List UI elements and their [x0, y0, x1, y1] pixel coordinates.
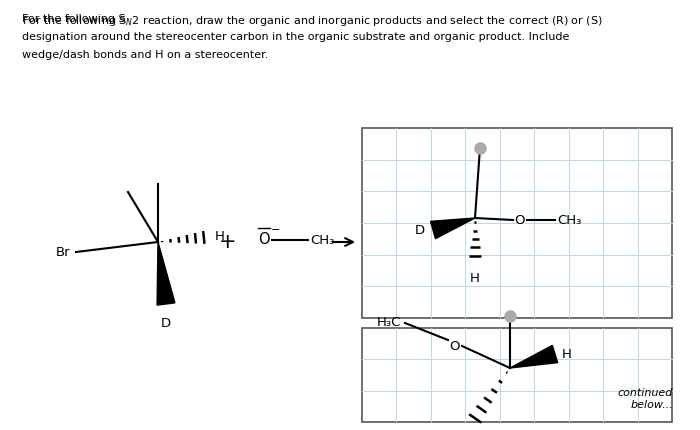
Bar [362, 328, 672, 422]
Text: D: D [415, 224, 425, 236]
Polygon shape [430, 218, 475, 239]
Text: +: + [219, 232, 237, 252]
Text: H: H [215, 230, 225, 243]
Text: continued
below...: continued below... [617, 387, 673, 410]
Bar [362, 128, 672, 318]
Text: designation around the stereocenter carbon in the organic substrate and organic : designation around the stereocenter carb… [22, 32, 569, 42]
Polygon shape [157, 242, 175, 305]
Text: H₃C: H₃C [377, 316, 401, 329]
Text: wedge/dash bonds and H on a stereocenter.: wedge/dash bonds and H on a stereocenter… [22, 50, 268, 60]
Text: CH₃: CH₃ [557, 214, 582, 227]
Text: O: O [449, 340, 460, 353]
Text: −: − [271, 225, 281, 235]
Text: H: H [470, 272, 480, 285]
Text: D: D [161, 317, 171, 330]
Text: O: O [514, 214, 524, 227]
Text: H: H [562, 347, 572, 360]
Text: O: O [258, 233, 270, 248]
Polygon shape [510, 345, 558, 368]
Text: Br: Br [55, 246, 70, 258]
Text: For the following S$_N$2 reaction, draw the organic and inorganic products and s: For the following S$_N$2 reaction, draw … [22, 14, 603, 28]
Text: For the following S: For the following S [22, 14, 125, 24]
Text: CH₃: CH₃ [310, 233, 335, 246]
